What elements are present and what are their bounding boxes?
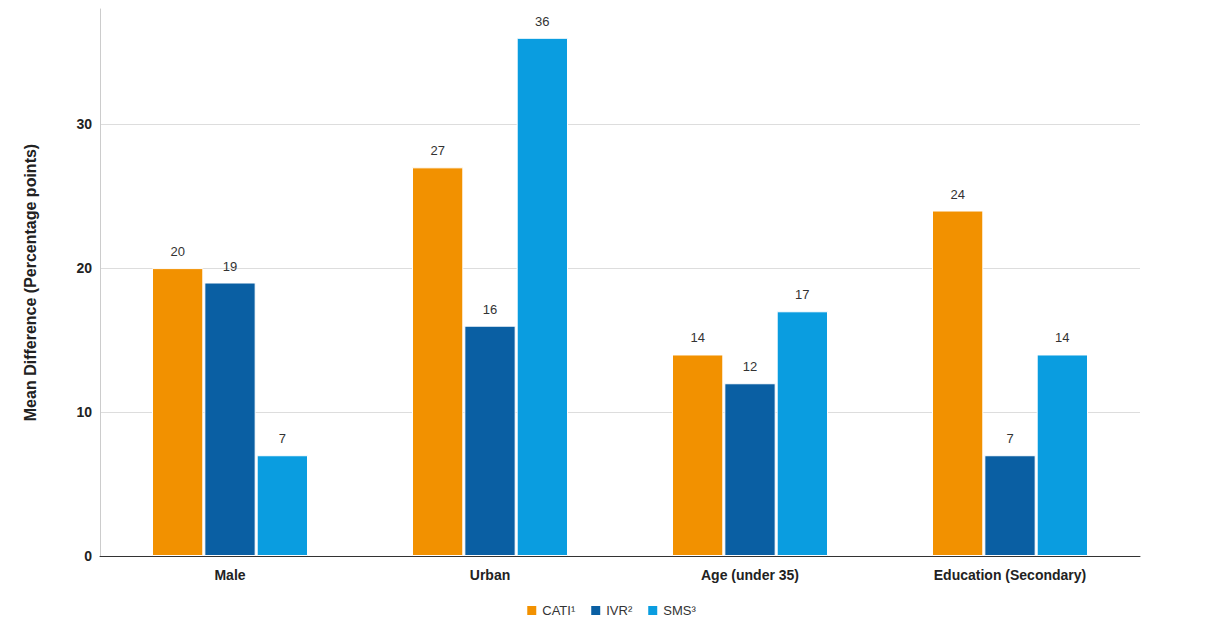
svg-text:19: 19	[223, 259, 237, 274]
svg-text:20: 20	[170, 244, 184, 259]
svg-text:24: 24	[950, 187, 964, 202]
svg-text:Male: Male	[214, 567, 245, 583]
svg-text:IVR²: IVR²	[606, 603, 633, 618]
svg-text:14: 14	[690, 330, 704, 345]
svg-text:27: 27	[430, 143, 444, 158]
svg-text:Mean Difference (Percentage po: Mean Difference (Percentage points)	[22, 144, 39, 421]
svg-text:20: 20	[76, 260, 92, 276]
svg-text:Age (under 35): Age (under 35)	[701, 567, 799, 583]
svg-text:Urban: Urban	[470, 567, 510, 583]
svg-text:16: 16	[483, 302, 497, 317]
svg-text:7: 7	[279, 431, 286, 446]
svg-text:SMS³: SMS³	[663, 603, 696, 618]
svg-text:14: 14	[1055, 330, 1069, 345]
svg-text:30: 30	[76, 116, 92, 132]
svg-text:10: 10	[76, 404, 92, 420]
svg-text:17: 17	[795, 287, 809, 302]
svg-text:0: 0	[84, 548, 92, 564]
svg-text:36: 36	[535, 14, 549, 29]
svg-text:CATI¹: CATI¹	[542, 603, 576, 618]
svg-text:12: 12	[743, 359, 757, 374]
svg-text:Education (Secondary): Education (Secondary)	[934, 567, 1086, 583]
svg-text:7: 7	[1006, 431, 1013, 446]
